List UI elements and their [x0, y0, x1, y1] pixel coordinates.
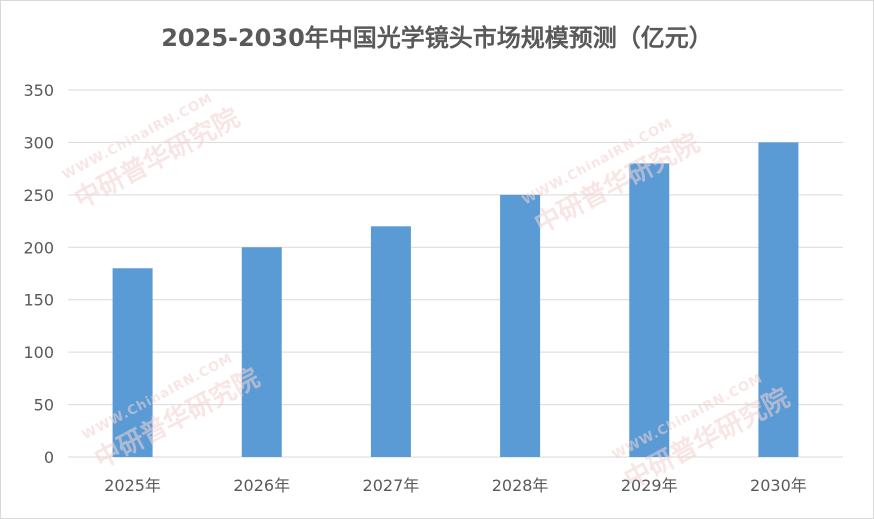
bar — [370, 226, 411, 457]
y-tick-label: 300 — [23, 133, 54, 152]
bar — [500, 194, 541, 457]
y-tick-label: 350 — [23, 81, 54, 100]
y-tick-label: 100 — [23, 343, 54, 362]
bars — [112, 142, 799, 457]
y-tick-label: 150 — [23, 291, 54, 310]
y-tick-label: 250 — [23, 186, 54, 205]
chart-title: 2025-2030年中国光学镜头市场规模预测（亿元） — [161, 24, 713, 52]
bar — [629, 163, 670, 457]
y-tick-label: 200 — [23, 238, 54, 257]
x-tick-label: 2027年 — [363, 476, 420, 495]
bar — [758, 142, 799, 457]
x-tick-label: 2025年 — [104, 476, 161, 495]
x-tick-label: 2030年 — [750, 476, 807, 495]
x-tick-label: 2026年 — [233, 476, 290, 495]
x-tick-label: 2029年 — [621, 476, 678, 495]
y-axis-ticks: 0 50 100 150 200 250 300 350 — [23, 81, 54, 467]
bar — [112, 268, 153, 457]
y-tick-label: 50 — [34, 396, 54, 415]
bar — [241, 247, 282, 457]
y-tick-label: 0 — [44, 448, 54, 467]
x-axis-ticks: 2025年 2026年 2027年 2028年 2029年 2030年 — [104, 476, 807, 495]
gridlines — [68, 89, 843, 458]
x-tick-label: 2028年 — [492, 476, 549, 495]
